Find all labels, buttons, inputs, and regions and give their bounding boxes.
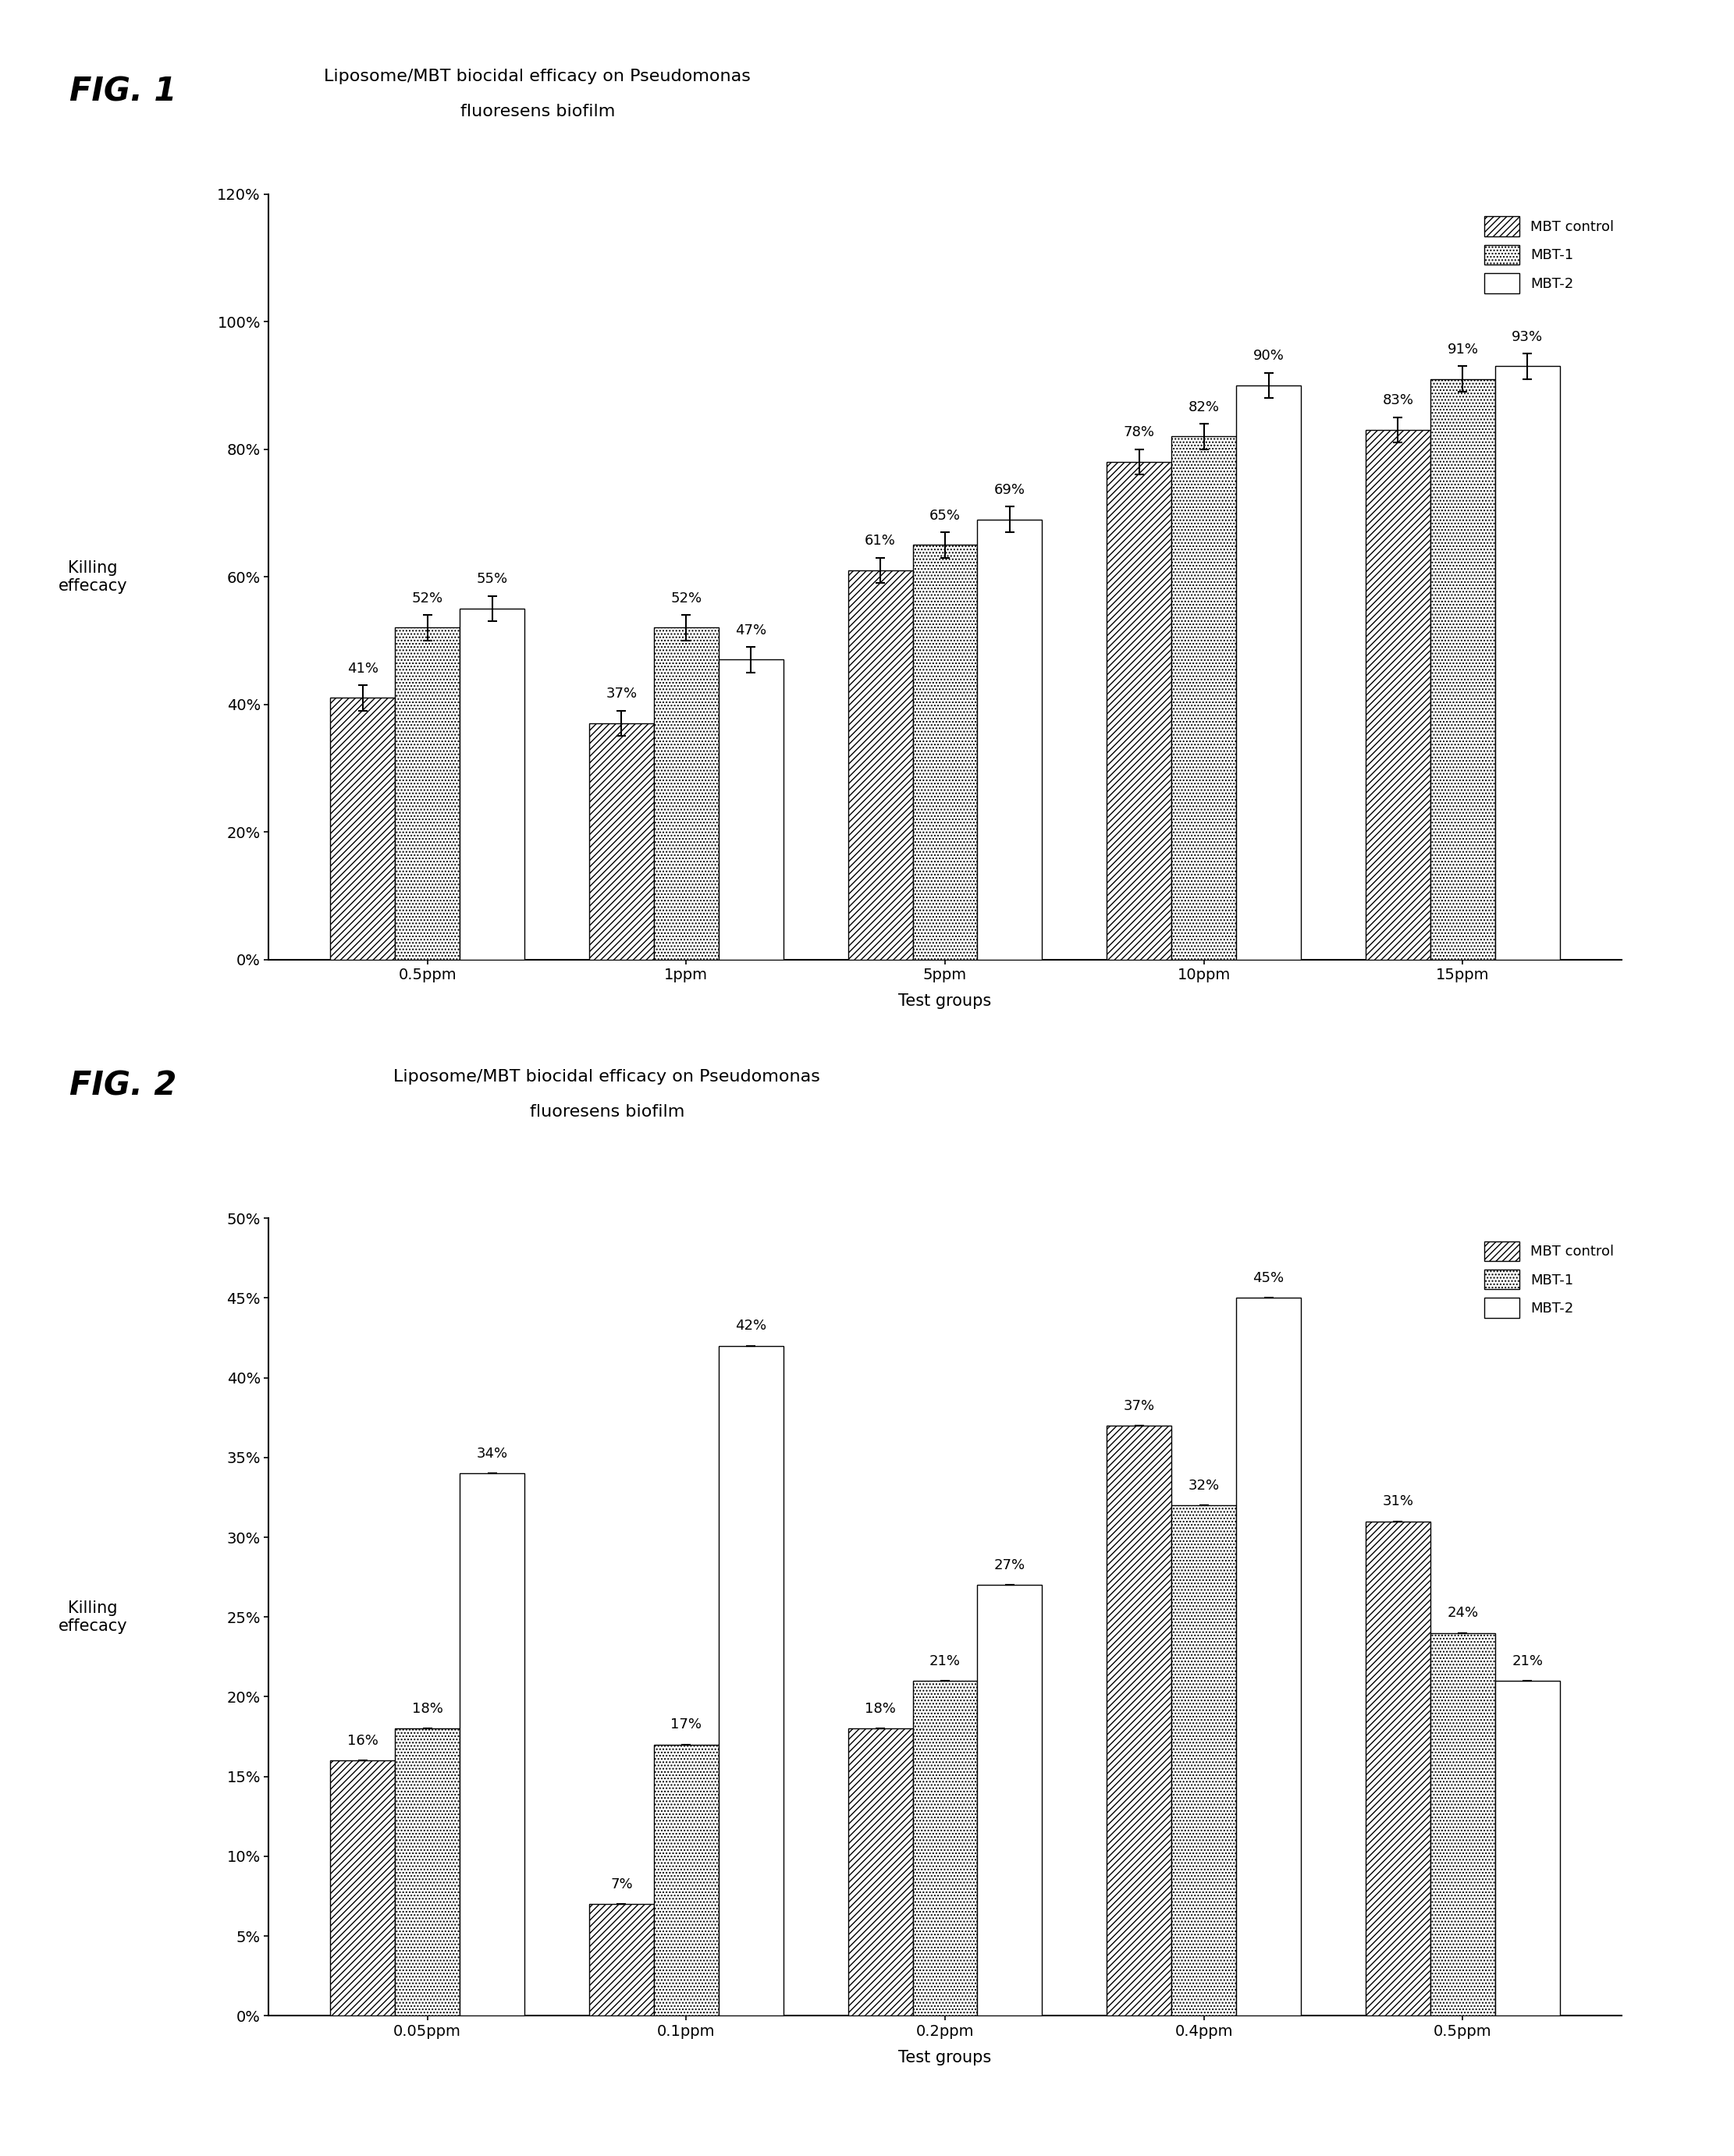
X-axis label: Test groups: Test groups: [898, 2050, 992, 2065]
Bar: [1172, 1505, 1236, 2016]
Text: 21%: 21%: [1512, 1654, 1543, 1669]
X-axis label: Test groups: Test groups: [898, 994, 992, 1009]
Bar: [1366, 429, 1431, 959]
Text: 91%: 91%: [1448, 343, 1479, 356]
Bar: [978, 520, 1042, 959]
Text: 78%: 78%: [1124, 425, 1155, 440]
Bar: [848, 1729, 912, 2016]
Text: 83%: 83%: [1382, 395, 1413, 407]
Text: Liposome/MBT biocidal efficacy on Pseudomonas: Liposome/MBT biocidal efficacy on Pseudo…: [394, 1069, 820, 1084]
Bar: [1172, 436, 1236, 959]
Text: 32%: 32%: [1188, 1479, 1219, 1492]
Text: 7%: 7%: [610, 1878, 633, 1891]
Bar: [1366, 1522, 1431, 2016]
Text: 82%: 82%: [1188, 401, 1219, 414]
Text: fluoresens biofilm: fluoresens biofilm: [460, 103, 616, 119]
Bar: [654, 627, 718, 959]
Text: 17%: 17%: [671, 1718, 702, 1731]
Bar: [460, 1473, 524, 2016]
Text: 45%: 45%: [1254, 1272, 1285, 1285]
Bar: [329, 699, 395, 959]
Text: 69%: 69%: [994, 483, 1025, 498]
Text: 21%: 21%: [929, 1654, 961, 1669]
Bar: [1495, 367, 1561, 959]
Bar: [1236, 1298, 1300, 2016]
Text: 93%: 93%: [1512, 330, 1543, 345]
Text: 42%: 42%: [735, 1319, 766, 1332]
Bar: [978, 1585, 1042, 2016]
Bar: [848, 571, 912, 959]
Text: 24%: 24%: [1448, 1606, 1479, 1619]
Text: 37%: 37%: [605, 688, 636, 701]
Bar: [590, 724, 654, 959]
Text: FIG. 2: FIG. 2: [69, 1069, 177, 1102]
Bar: [912, 1682, 978, 2016]
Text: 31%: 31%: [1382, 1494, 1413, 1509]
Text: 61%: 61%: [865, 535, 896, 548]
Text: 16%: 16%: [347, 1733, 378, 1749]
Bar: [1431, 379, 1495, 959]
Text: 18%: 18%: [411, 1701, 442, 1716]
Legend: MBT control, MBT-1, MBT-2: MBT control, MBT-1, MBT-2: [1484, 216, 1614, 293]
Text: 41%: 41%: [347, 662, 378, 675]
Text: Killing
effecacy: Killing effecacy: [59, 561, 128, 593]
Text: 55%: 55%: [477, 571, 508, 586]
Text: fluoresens biofilm: fluoresens biofilm: [529, 1104, 685, 1119]
Bar: [1106, 1425, 1172, 2016]
Text: 90%: 90%: [1254, 349, 1285, 362]
Bar: [1236, 386, 1300, 959]
Legend: MBT control, MBT-1, MBT-2: MBT control, MBT-1, MBT-2: [1484, 1242, 1614, 1317]
Text: 27%: 27%: [994, 1559, 1025, 1572]
Text: Liposome/MBT biocidal efficacy on Pseudomonas: Liposome/MBT biocidal efficacy on Pseudo…: [324, 69, 751, 84]
Text: 18%: 18%: [865, 1701, 896, 1716]
Text: 37%: 37%: [1124, 1399, 1155, 1412]
Bar: [1106, 461, 1172, 959]
Bar: [395, 627, 460, 959]
Bar: [329, 1761, 395, 2016]
Text: 52%: 52%: [671, 591, 702, 606]
Bar: [590, 1904, 654, 2016]
Text: 65%: 65%: [929, 509, 961, 522]
Bar: [395, 1729, 460, 2016]
Bar: [654, 1744, 718, 2016]
Bar: [718, 660, 784, 959]
Bar: [1495, 1682, 1561, 2016]
Text: Killing
effecacy: Killing effecacy: [59, 1600, 128, 1634]
Text: 47%: 47%: [735, 623, 766, 638]
Bar: [1431, 1632, 1495, 2016]
Text: 34%: 34%: [477, 1447, 508, 1460]
Bar: [460, 608, 524, 959]
Text: 52%: 52%: [411, 591, 442, 606]
Text: FIG. 1: FIG. 1: [69, 75, 177, 108]
Bar: [912, 545, 978, 959]
Bar: [718, 1345, 784, 2016]
